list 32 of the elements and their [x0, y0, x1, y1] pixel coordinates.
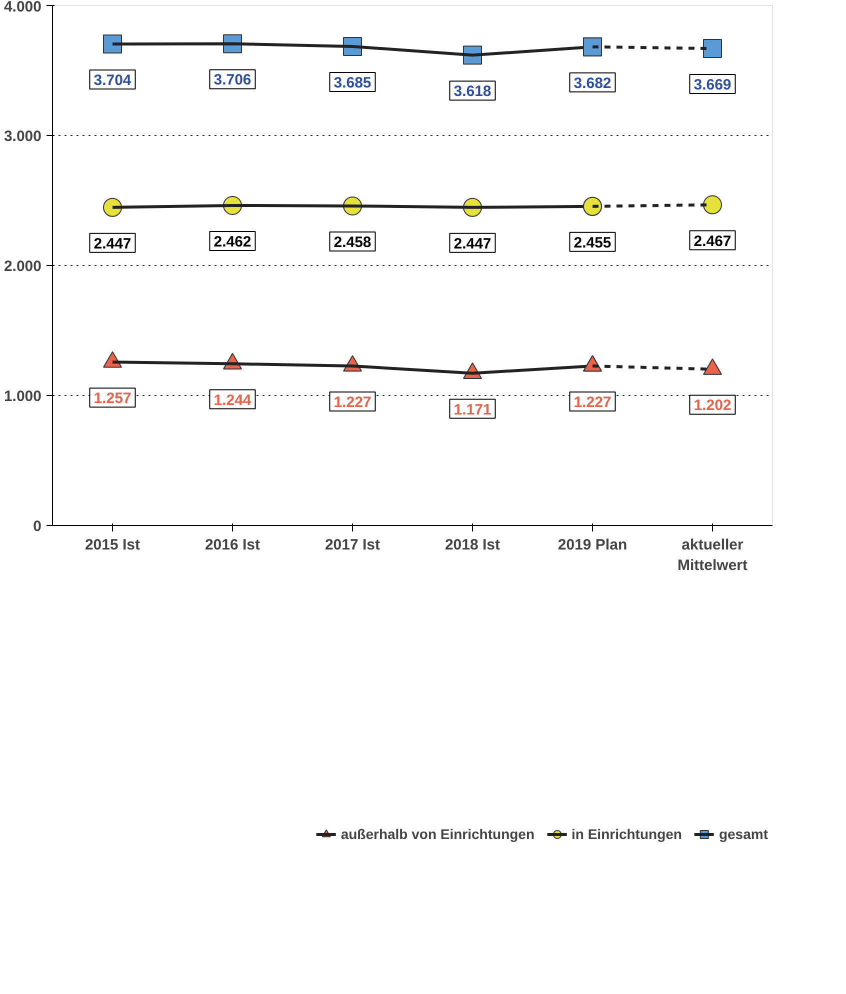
y-tick-label: 2.000 [4, 258, 42, 275]
x-tick-label: 2015 Ist [84, 536, 140, 554]
data-label: 1.227 [334, 394, 372, 411]
data-label: 1.257 [94, 390, 132, 408]
data-label: 2.447 [454, 235, 492, 252]
y-tick-label: 4.000 [4, 0, 42, 16]
y-tick-label: 1.000 [4, 388, 42, 405]
x-tick-label: 2019 Plan [558, 536, 628, 554]
data-label: 2.467 [694, 232, 732, 250]
x-tick-label: aktueller Mittelwert [678, 536, 748, 574]
data-label: 3.704 [94, 72, 132, 89]
data-label: 1.202 [694, 397, 732, 414]
y-tick-label: 0 [33, 518, 42, 535]
data-label: 3.618 [454, 83, 492, 100]
data-label: 2.462 [214, 233, 252, 250]
data-label: 2.455 [574, 234, 612, 252]
x-tick-label: 2017 Ist [324, 536, 380, 554]
data-label: 3.706 [214, 72, 252, 89]
y-tick-label: 3.000 [4, 128, 42, 145]
legend-label: gesamt [718, 825, 768, 844]
data-label: 3.682 [574, 74, 612, 92]
data-label: 1.227 [574, 394, 612, 411]
data-label: 2.458 [334, 234, 372, 251]
legend-label: außerhalb von Einrichtungen [340, 825, 535, 844]
data-label: 3.685 [334, 74, 372, 92]
x-tick-label: 2018 Ist [444, 536, 500, 554]
legend-label: in Einrichtungen [572, 825, 682, 844]
data-label: 2.447 [94, 235, 132, 252]
data-label: 1.244 [214, 392, 252, 409]
x-tick-label: 2016 Ist [204, 536, 260, 554]
data-label: 1.171 [454, 401, 492, 418]
data-label: 3.669 [694, 76, 732, 94]
